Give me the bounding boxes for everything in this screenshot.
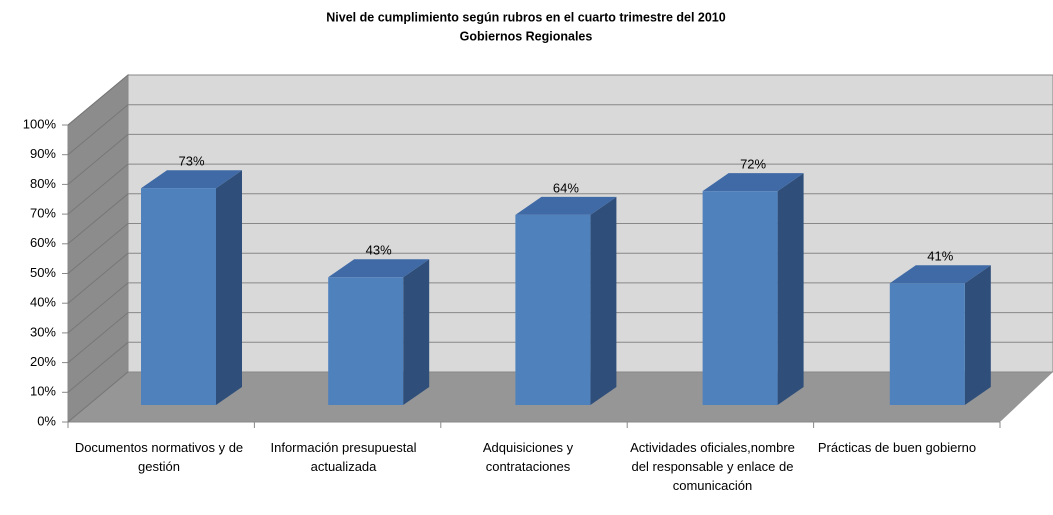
y-tick-label: 50% bbox=[30, 265, 56, 280]
grid-line bbox=[67, 74, 129, 126]
value-label: 64% bbox=[553, 180, 579, 195]
x-tick-label: Prácticas de buen gobierno bbox=[817, 440, 977, 455]
bar-side bbox=[777, 173, 804, 405]
grid-line bbox=[67, 371, 129, 423]
value-label: 41% bbox=[927, 249, 953, 264]
y-tick-label: 10% bbox=[30, 384, 56, 399]
x-tick-label: Adquisiciones y contrataciones bbox=[482, 440, 574, 474]
bar-side bbox=[590, 196, 617, 405]
bar bbox=[702, 191, 778, 405]
value-label: 43% bbox=[366, 243, 392, 258]
grid-line bbox=[67, 341, 129, 393]
bar bbox=[141, 188, 216, 405]
bar bbox=[889, 283, 965, 405]
chart-subtitle: Gobiernos Regionales bbox=[460, 29, 593, 43]
bar-side bbox=[964, 265, 991, 405]
y-tick-label: 60% bbox=[30, 235, 56, 250]
bar-side bbox=[403, 259, 430, 405]
y-tick-label: 40% bbox=[30, 295, 56, 310]
grid-line bbox=[67, 223, 129, 274]
bar-top bbox=[328, 259, 430, 278]
grid-line bbox=[67, 193, 129, 245]
grid-line bbox=[67, 104, 129, 156]
x-tick-label: Actividades oficiales,nombre del respons… bbox=[630, 440, 795, 493]
y-tick-label: 30% bbox=[30, 324, 56, 339]
value-label: 72% bbox=[740, 157, 766, 172]
y-tick-label: 0% bbox=[37, 413, 56, 428]
y-tick-label: 80% bbox=[30, 176, 56, 191]
grid-line bbox=[67, 252, 129, 304]
y-tick-label: 100% bbox=[23, 116, 57, 131]
grid-line bbox=[67, 282, 129, 334]
value-label: 73% bbox=[178, 154, 204, 169]
y-tick-label: 70% bbox=[30, 206, 56, 221]
grid-line bbox=[67, 312, 129, 363]
grid-line bbox=[67, 134, 129, 185]
grid-line bbox=[67, 163, 129, 215]
y-tick-label: 90% bbox=[30, 146, 56, 161]
bar-top bbox=[515, 196, 617, 215]
bar-top bbox=[702, 173, 804, 192]
bar-top bbox=[141, 170, 242, 189]
bar bbox=[328, 277, 404, 405]
chart-title: Nivel de cumplimiento según rubros en el… bbox=[326, 10, 725, 24]
x-tick-label: Documentos normativos y de gestión bbox=[74, 440, 244, 474]
bar-side bbox=[216, 170, 242, 405]
x-tick-label: Información presupuestal actualizada bbox=[270, 440, 417, 474]
bar-top bbox=[889, 265, 991, 284]
y-tick-label: 20% bbox=[30, 354, 56, 369]
bar bbox=[515, 214, 591, 405]
